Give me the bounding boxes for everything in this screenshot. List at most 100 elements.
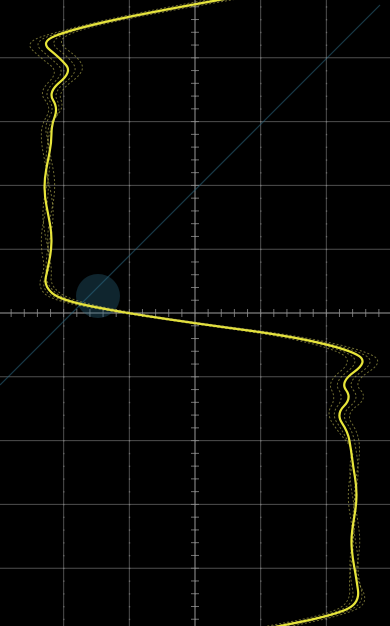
grid-dot bbox=[194, 554, 196, 557]
grid-dot bbox=[325, 6, 328, 8]
grid-dot bbox=[128, 95, 131, 97]
grid-dot bbox=[128, 274, 131, 276]
grid-dot bbox=[194, 57, 196, 59]
grid-dot bbox=[325, 618, 328, 621]
grid-dot bbox=[260, 210, 262, 212]
grid-dot bbox=[260, 57, 262, 59]
grid-dot bbox=[260, 593, 262, 595]
grid-dot bbox=[260, 554, 262, 557]
grid-dot bbox=[63, 491, 65, 493]
grid-dot bbox=[194, 567, 196, 570]
grid-dot bbox=[63, 618, 65, 621]
grid-dot bbox=[260, 414, 262, 416]
grid-dot bbox=[128, 414, 131, 416]
grid-dot bbox=[260, 580, 262, 582]
grid-dot bbox=[194, 478, 196, 480]
grid-dot bbox=[260, 529, 262, 531]
grid-dot bbox=[63, 286, 65, 289]
grid-dot bbox=[128, 350, 131, 353]
grid-dot bbox=[63, 133, 65, 136]
grid-dot bbox=[325, 478, 328, 480]
grid-dot bbox=[63, 172, 65, 174]
grid-dot bbox=[63, 401, 65, 404]
grid-dot bbox=[194, 618, 196, 621]
grid-dot bbox=[325, 146, 328, 149]
grid-dot bbox=[194, 82, 196, 85]
grid-dot bbox=[128, 235, 131, 238]
grid-dot bbox=[194, 159, 196, 161]
grid-dot bbox=[260, 401, 262, 404]
grid-dot bbox=[325, 82, 328, 85]
grid-dot bbox=[128, 31, 131, 34]
grid-dot bbox=[63, 57, 65, 59]
grid-dot bbox=[194, 350, 196, 353]
grid-dot bbox=[325, 440, 328, 442]
grid-dot bbox=[325, 121, 328, 123]
grid-dot bbox=[260, 542, 262, 544]
grid-dot bbox=[128, 389, 131, 391]
grid-dot bbox=[63, 414, 65, 416]
grid-dot bbox=[63, 6, 65, 8]
grid-dot bbox=[128, 516, 131, 519]
grid-dot bbox=[325, 325, 328, 327]
grid-dot bbox=[325, 197, 328, 200]
grid-dot bbox=[260, 235, 262, 238]
grid-dot bbox=[63, 605, 65, 608]
grid-dot bbox=[194, 325, 196, 327]
grid-dot bbox=[260, 44, 262, 46]
grid-dot bbox=[128, 363, 131, 365]
grid-dot bbox=[260, 350, 262, 353]
waveform-trace bbox=[29, 0, 379, 626]
grid-dot bbox=[63, 593, 65, 595]
grid-dot bbox=[194, 580, 196, 582]
grid-dot bbox=[128, 261, 131, 263]
grid-dot bbox=[63, 363, 65, 365]
grid-dot bbox=[260, 184, 262, 187]
grid-dot bbox=[194, 299, 196, 302]
grid-dot bbox=[325, 261, 328, 263]
grid-dot bbox=[325, 516, 328, 519]
grid-dot bbox=[128, 184, 131, 187]
watermark-badge-icon bbox=[76, 274, 120, 318]
grid-dot bbox=[63, 427, 65, 429]
grid-dot bbox=[260, 159, 262, 161]
grid-dot bbox=[194, 184, 196, 187]
grid-dot bbox=[260, 440, 262, 442]
grid-dot bbox=[63, 274, 65, 276]
grid-dot bbox=[325, 389, 328, 391]
grid-dot bbox=[63, 19, 65, 21]
grid-dot bbox=[194, 210, 196, 212]
watermark bbox=[0, 4, 381, 386]
grid-dot bbox=[194, 44, 196, 46]
grid-dot bbox=[325, 70, 328, 72]
grid-dot bbox=[260, 491, 262, 493]
grid-dot bbox=[194, 529, 196, 531]
grid-dot bbox=[63, 235, 65, 238]
grid-dot bbox=[128, 19, 131, 21]
grid-dot bbox=[63, 70, 65, 72]
grid-dot bbox=[260, 478, 262, 480]
grid-dot bbox=[325, 159, 328, 161]
grid-dot bbox=[194, 133, 196, 136]
grid-dot bbox=[194, 414, 196, 416]
grid-dot bbox=[63, 338, 65, 340]
grid-dot bbox=[63, 95, 65, 97]
grid-dot bbox=[128, 44, 131, 46]
grid-dot bbox=[128, 554, 131, 557]
grid-dot bbox=[325, 184, 328, 187]
grid-dot bbox=[128, 57, 131, 59]
grid-dot bbox=[128, 452, 131, 455]
grid-dot bbox=[194, 376, 196, 378]
grid-dot bbox=[325, 350, 328, 353]
grid-dot bbox=[260, 70, 262, 72]
grid-dot bbox=[325, 542, 328, 544]
grid-dot bbox=[194, 146, 196, 149]
grid-dot bbox=[63, 108, 65, 110]
grid-dot bbox=[128, 478, 131, 480]
grid-dot bbox=[128, 503, 131, 506]
grid-dot bbox=[194, 286, 196, 289]
grid-dot bbox=[128, 325, 131, 327]
grid-dot bbox=[194, 452, 196, 455]
grid-dot bbox=[128, 542, 131, 544]
